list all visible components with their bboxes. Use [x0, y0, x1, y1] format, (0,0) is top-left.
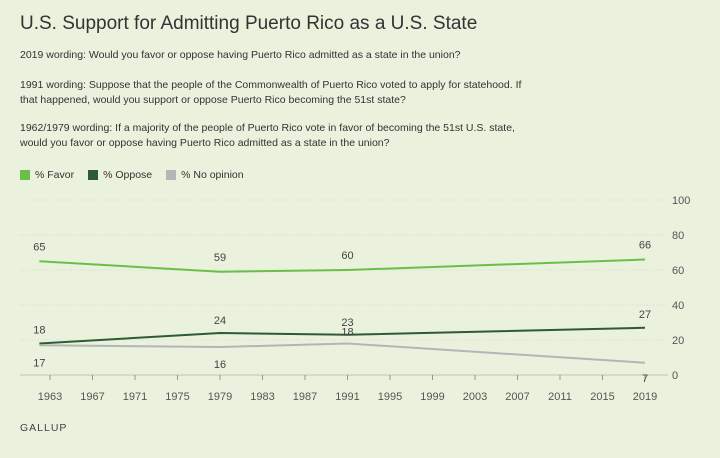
legend-label-favor: % Favor: [35, 169, 75, 181]
data-label: 23: [341, 317, 353, 329]
x-tick-label: 1991: [335, 391, 359, 403]
data-label: 27: [639, 309, 651, 321]
y-tick-label: 20: [672, 335, 684, 347]
x-tick-label: 1971: [123, 391, 147, 403]
wording-note-2019: 2019 wording: Would you favor or oppose …: [20, 49, 461, 61]
legend: % Favor % Oppose % No opinion: [20, 169, 244, 181]
data-label: 60: [341, 250, 353, 262]
legend-swatch-favor: [20, 170, 30, 180]
legend-swatch-no-opinion: [166, 170, 177, 180]
wording-note-1991: 1991 wording: Suppose that the people of…: [20, 79, 522, 106]
legend-item-oppose: % Oppose: [88, 169, 152, 181]
x-tick-label: 1975: [165, 391, 189, 403]
data-label: 17: [33, 357, 45, 369]
x-tick-label: 1983: [250, 391, 274, 403]
data-label: 66: [639, 240, 651, 252]
y-tick-label: 100: [672, 195, 690, 207]
data-label: 24: [214, 315, 226, 327]
x-tick-label: 1999: [420, 391, 444, 403]
x-tick-label: 1963: [38, 391, 62, 403]
y-tick-label: 40: [672, 300, 684, 312]
series-line-favor: [39, 258, 646, 273]
x-tick-label: 2003: [463, 391, 487, 403]
x-tick-label: 2019: [633, 391, 657, 403]
data-label: 18: [341, 327, 353, 339]
legend-item-favor: % Favor: [20, 169, 74, 181]
x-tick-label: 1987: [293, 391, 317, 403]
x-tick-label: 1979: [208, 391, 232, 403]
y-tick-label: 80: [672, 230, 684, 242]
data-label: 16: [214, 359, 226, 371]
x-tick-label: 2015: [590, 391, 614, 403]
legend-item-no-opinion: % No opinion: [166, 169, 244, 181]
legend-swatch-oppose: [88, 170, 99, 180]
x-tick-label: 2007: [505, 391, 529, 403]
data-label: 7: [642, 373, 648, 385]
series-line-no-opinion: [39, 342, 646, 364]
data-label: 59: [214, 252, 226, 264]
y-tick-label: 0: [672, 370, 678, 382]
x-tick-label: 1995: [378, 391, 402, 403]
legend-label-no-opinion: % No opinion: [181, 169, 244, 181]
source-label: GALLUP: [20, 422, 68, 434]
data-label: 18: [33, 325, 45, 337]
y-tick-label: 60: [672, 265, 684, 277]
wording-note-1962-1979: 1962/1979 wording: If a majority of the …: [20, 122, 515, 149]
x-tick-label: 1967: [80, 391, 104, 403]
series-line-oppose: [39, 326, 646, 345]
chart-title: U.S. Support for Admitting Puerto Rico a…: [20, 13, 478, 34]
x-tick-label: 2011: [548, 391, 572, 403]
data-label: 65: [33, 241, 45, 253]
legend-label-oppose: % Oppose: [103, 169, 153, 181]
